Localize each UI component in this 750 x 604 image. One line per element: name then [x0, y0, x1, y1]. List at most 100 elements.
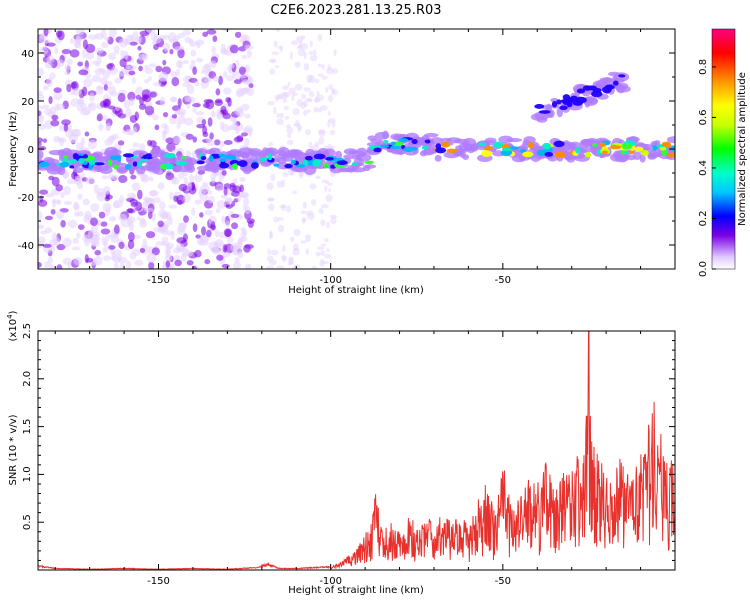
- spectrogram-cell: [568, 142, 577, 150]
- spectrogram-cell: [273, 163, 280, 167]
- spectrogram-cell: [286, 126, 294, 135]
- spectrogram-cell: [321, 260, 330, 265]
- spectrogram-cell: [576, 88, 586, 94]
- spectrogram-cell: [536, 149, 547, 157]
- spectrogram-cell: [303, 62, 310, 71]
- spectrogram-cell: [523, 136, 536, 145]
- spectrogram-cell: [195, 234, 201, 239]
- spectrogram-cell: [192, 107, 197, 113]
- spectrogram-cell: [320, 104, 328, 111]
- spectrogram-cell: [46, 55, 55, 64]
- spectrogram-cell: [104, 138, 114, 146]
- spectrogram-cell: [273, 106, 277, 115]
- spectrogram-cell: [325, 194, 333, 203]
- spectrogram-cell: [74, 38, 81, 48]
- spectrogram-cell: [324, 253, 332, 259]
- spectrogram-cell: [327, 119, 331, 128]
- spectrogram-cell: [177, 48, 185, 59]
- spectrogram-cell: [93, 184, 99, 194]
- spectrogram-cell: [225, 97, 231, 103]
- spectrogram-cell: [51, 114, 59, 121]
- spectrogram-cell: [283, 91, 291, 98]
- spectrogram-cell: [93, 255, 103, 266]
- spectrogram-cell: [320, 250, 326, 256]
- spectrogram-cell: [204, 78, 213, 83]
- spectrogram-cell: [207, 117, 213, 127]
- spectrogram-cell: [144, 208, 154, 213]
- spectrogram-cell: [112, 164, 119, 170]
- spectrogram-cell: [118, 175, 128, 184]
- spectrogram-cell: [330, 216, 337, 225]
- spectrogram-cell: [230, 122, 239, 131]
- spectrogram-cell: [232, 178, 238, 184]
- spectrogram-cell: [194, 249, 202, 258]
- spectrogram-cell: [181, 155, 187, 160]
- spectrogram-cell: [117, 256, 128, 264]
- spectrogram-cell: [103, 150, 118, 157]
- snr-ytick-label: 1.5: [22, 419, 33, 435]
- spectrogram-cell: [107, 173, 114, 180]
- spectrogram-cell: [185, 150, 191, 158]
- spectrogram-cell: [197, 169, 206, 175]
- spectrogram-cell: [59, 161, 70, 168]
- spectrogram-cell: [327, 111, 331, 116]
- spectrogram-cell: [101, 174, 108, 180]
- spectrogram-cell: [609, 145, 622, 150]
- spectrogram-cell: [164, 124, 170, 135]
- spectrogram-cell: [62, 257, 73, 266]
- spectrogram-cell: [424, 139, 431, 144]
- spectrogram-cell: [77, 224, 85, 231]
- spectrogram-cell: [305, 237, 311, 243]
- spectrogram-cell: [653, 140, 661, 146]
- spectrogram-cell: [100, 41, 109, 49]
- spectrogram-cell: [320, 243, 327, 247]
- spectrogram-cell: [237, 239, 243, 248]
- spectrogram-cell: [202, 102, 210, 109]
- spectrogram-cell: [276, 29, 280, 33]
- spectrogram-ytick-label: 40: [21, 49, 34, 60]
- snr-ylabel: SNR (10 * v/v): [8, 414, 19, 485]
- spectrogram-cell: [203, 98, 214, 104]
- spectrogram-cell: [213, 139, 221, 146]
- spectrogram-cell: [333, 49, 337, 57]
- spectrogram-cell: [100, 221, 108, 227]
- spectrogram-cell: [267, 248, 271, 256]
- spectrogram-cell: [42, 243, 52, 248]
- spectrogram-cell: [132, 142, 140, 148]
- spectrogram-cell: [38, 141, 42, 147]
- spectrogram-cell: [39, 189, 49, 195]
- spectrogram-cell: [238, 106, 243, 113]
- spectrogram-cell: [221, 215, 226, 224]
- spectrogram-cell: [222, 112, 231, 120]
- spectrogram-cell: [149, 150, 165, 158]
- spectrogram-cell: [107, 159, 113, 167]
- spectrogram-cell: [73, 257, 83, 266]
- spectrogram-cell: [98, 123, 104, 132]
- spectrogram-cell: [268, 259, 277, 266]
- spectrogram-cell: [222, 29, 231, 32]
- spectrogram-cell: [207, 160, 217, 171]
- snr-xlabel: Height of straight line (km): [288, 585, 424, 596]
- spectrogram-cell: [64, 149, 80, 155]
- spectrogram-cell: [238, 66, 246, 75]
- spectrogram-cell: [187, 157, 197, 166]
- spectrogram-cell: [152, 114, 159, 121]
- spectrogram-cell: [118, 70, 125, 77]
- spectrogram-cell: [301, 35, 306, 40]
- spectrogram-cell: [302, 201, 307, 209]
- spectrogram-cell: [149, 190, 158, 197]
- spectrogram-cell: [151, 165, 161, 174]
- spectrogram-cell: [269, 231, 273, 240]
- spectrogram-cell: [301, 217, 306, 224]
- spectrogram-cell: [659, 145, 667, 151]
- spectrogram-cell: [374, 131, 390, 140]
- spectrogram-cell: [398, 138, 409, 143]
- spectrogram-cell: [100, 228, 111, 235]
- spectrogram-cell: [98, 211, 106, 219]
- spectrogram-cell: [572, 100, 583, 106]
- spectrogram-cell: [126, 197, 136, 203]
- spectrogram-cell: [112, 249, 123, 257]
- spectrogram-cell: [153, 43, 159, 51]
- spectrogram-cell: [304, 234, 312, 239]
- spectrogram-cell: [78, 69, 89, 76]
